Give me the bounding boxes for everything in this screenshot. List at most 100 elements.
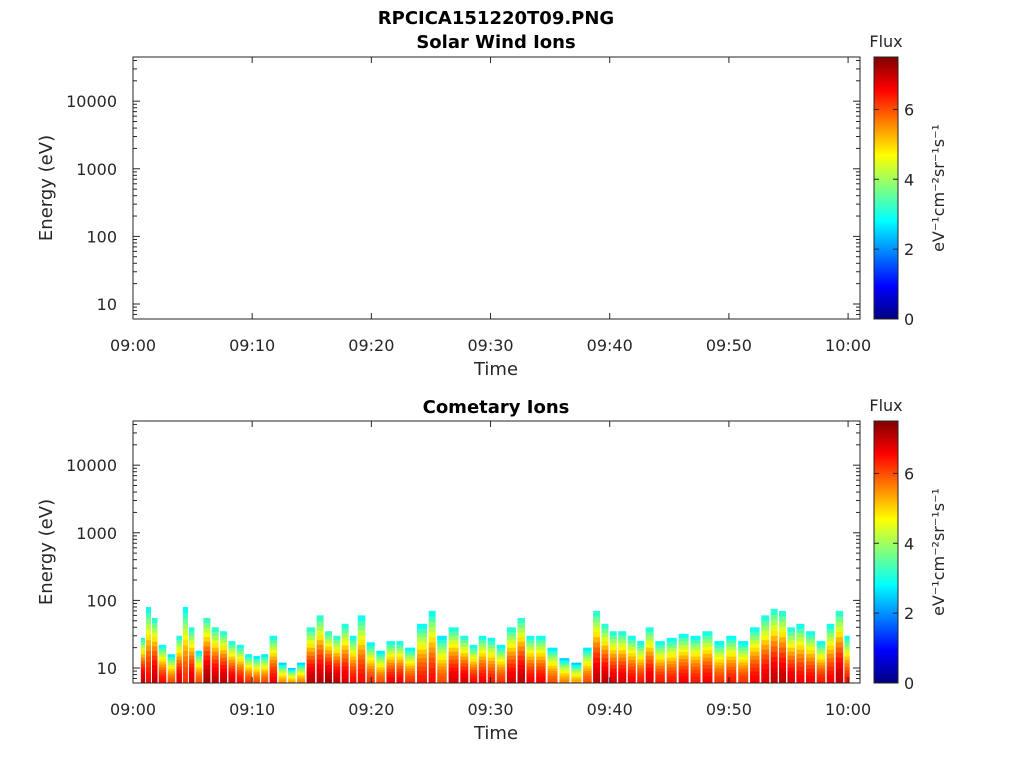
flux-cell xyxy=(203,622,211,628)
flux-cell xyxy=(324,679,332,683)
flux-cell xyxy=(203,627,211,633)
flux-cell xyxy=(448,679,459,683)
flux-cell xyxy=(203,664,211,670)
flux-cell xyxy=(151,645,158,652)
flux-cell xyxy=(796,649,805,655)
flux-cell xyxy=(151,636,158,642)
flux-cell xyxy=(779,636,787,643)
flux-cell xyxy=(645,643,654,648)
flux-cell xyxy=(469,650,478,654)
flux-cell xyxy=(583,665,592,669)
flux-cell xyxy=(269,659,278,664)
flux-cell xyxy=(478,669,487,674)
flux-cell xyxy=(547,652,558,656)
flux-cell xyxy=(460,649,469,654)
flux-cell xyxy=(151,650,158,656)
flux-cell xyxy=(396,680,404,683)
flux-cell xyxy=(618,642,627,647)
flux-column xyxy=(761,615,770,683)
flux-cell xyxy=(690,635,701,640)
flux-cell xyxy=(627,645,636,650)
flux-cell xyxy=(517,678,525,683)
flux-cell xyxy=(220,631,228,636)
flux-cell xyxy=(460,679,469,683)
colorbar-tick-label: 2 xyxy=(904,240,914,259)
flux-cell xyxy=(448,675,459,680)
flux-cell xyxy=(593,641,601,648)
flux-cell xyxy=(376,650,385,654)
panel-title: Cometary Ions xyxy=(423,397,570,418)
flux-cell xyxy=(517,645,525,652)
flux-cell xyxy=(609,634,617,640)
flux-cell xyxy=(417,649,428,655)
flux-cell xyxy=(140,679,146,683)
flux-cell xyxy=(702,657,713,662)
flux-column xyxy=(376,650,385,683)
flux-cell xyxy=(609,671,617,677)
flux-column xyxy=(341,623,349,683)
flux-cell xyxy=(376,655,385,659)
flux-cell xyxy=(167,656,176,659)
flux-cell xyxy=(140,650,146,655)
flux-cell xyxy=(460,676,469,681)
flux-cell xyxy=(333,672,341,677)
flux-cell xyxy=(517,641,525,647)
flux-cell xyxy=(261,656,269,659)
flux-cell xyxy=(526,672,535,677)
flux-cell xyxy=(645,647,654,652)
flux-cell xyxy=(835,672,844,679)
flux-cell xyxy=(645,655,654,660)
flux-cell xyxy=(176,655,182,660)
flux-column xyxy=(278,662,287,683)
flux-cell xyxy=(761,663,770,670)
flux-column xyxy=(678,633,689,683)
flux-cell xyxy=(341,670,349,676)
flux-cell xyxy=(428,610,436,617)
flux-cell xyxy=(666,644,677,649)
flux-cell xyxy=(278,672,287,675)
flux-cell xyxy=(496,669,506,673)
flux-cell xyxy=(690,672,701,677)
flux-cell xyxy=(637,671,645,675)
flux-cell xyxy=(236,674,244,679)
flux-cell xyxy=(316,629,324,636)
flux-cell xyxy=(366,662,375,667)
flux-cell xyxy=(151,627,158,633)
flux-cell xyxy=(726,666,737,671)
flux-cell xyxy=(176,659,182,664)
flux-cell xyxy=(376,664,385,668)
flux-cell xyxy=(835,621,844,627)
flux-cell xyxy=(316,668,324,674)
flux-cell xyxy=(666,676,677,681)
flux-cell xyxy=(702,634,713,640)
flux-cell xyxy=(655,647,665,651)
flux-cell xyxy=(655,674,665,678)
flux-cell xyxy=(609,638,617,643)
flux-cell xyxy=(140,660,146,665)
flux-cell xyxy=(228,653,236,657)
flux-cell xyxy=(316,620,324,626)
flux-cell xyxy=(750,639,760,644)
flux-cell xyxy=(428,667,436,674)
flux-cell xyxy=(816,671,826,675)
flux-cell xyxy=(738,656,749,660)
flux-cell xyxy=(738,644,749,648)
flux-cell xyxy=(678,668,689,674)
flux-cell xyxy=(583,650,592,654)
flux-cell xyxy=(702,646,713,651)
flux-cell xyxy=(417,670,428,676)
flux-cell xyxy=(437,676,447,681)
flux-cell xyxy=(333,639,341,644)
flux-cell xyxy=(269,666,278,671)
flux-cell xyxy=(714,653,725,657)
flux-cell xyxy=(269,669,278,674)
flux-column xyxy=(261,654,269,683)
flux-cell xyxy=(816,659,826,663)
flux-cell xyxy=(316,663,324,670)
flux-cell xyxy=(506,671,516,676)
flux-cell xyxy=(645,627,654,632)
flux-cell xyxy=(316,678,324,683)
flux-cell xyxy=(517,655,525,661)
x-tick-label: 09:10 xyxy=(229,700,275,719)
flux-cell xyxy=(726,642,737,647)
